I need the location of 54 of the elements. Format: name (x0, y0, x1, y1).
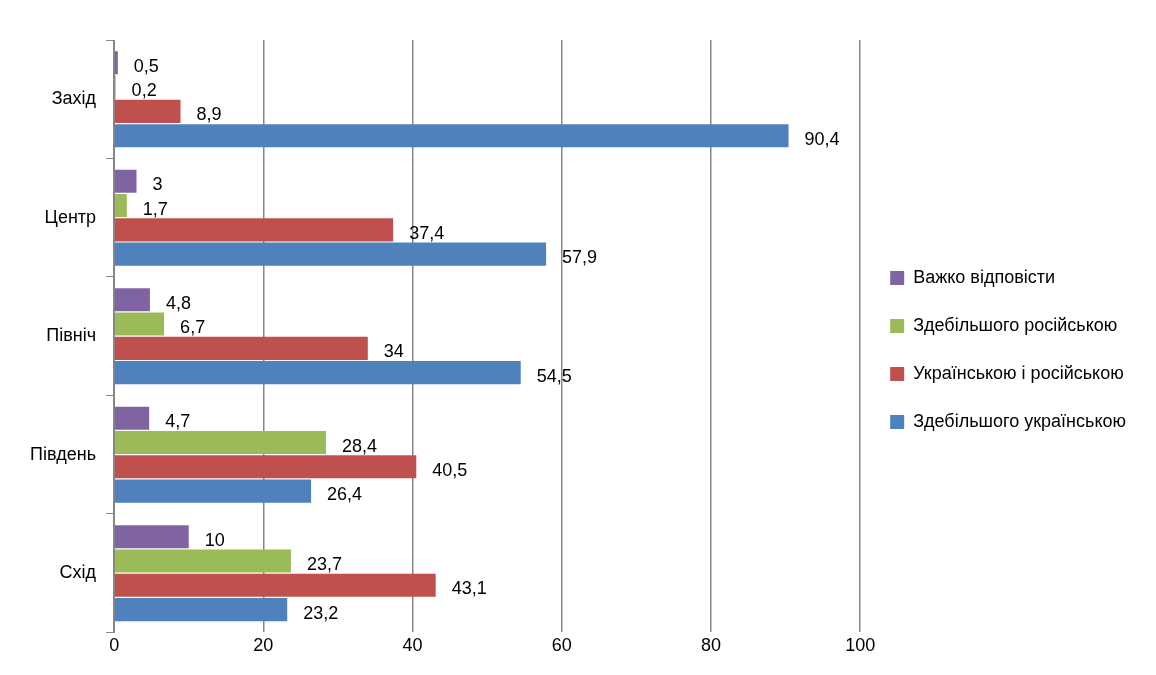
data-label: 3 (152, 174, 163, 195)
data-label: 28,4 (342, 435, 378, 456)
data-label: 8,9 (196, 104, 222, 125)
bar (114, 406, 150, 430)
x-tick-label: 100 (845, 635, 876, 656)
bar (114, 479, 312, 503)
legend-label: Українською і російською (913, 362, 1124, 383)
x-tick-label: 40 (402, 635, 423, 656)
bar (114, 99, 181, 123)
bar (114, 124, 789, 148)
data-label: 4,8 (165, 292, 191, 313)
data-label: 54,5 (536, 365, 572, 386)
data-label: 23,7 (306, 553, 342, 574)
bar (114, 242, 547, 266)
bar (114, 431, 327, 455)
data-label: 6,7 (180, 317, 206, 338)
bar (114, 288, 150, 312)
bar (114, 169, 137, 193)
x-tick-label: 60 (551, 635, 572, 656)
y-tick-label: Центр (44, 206, 97, 227)
data-label: 40,5 (432, 459, 468, 480)
data-label: 10 (204, 529, 225, 550)
data-label: 90,4 (804, 128, 840, 149)
data-label: 43,1 (451, 578, 487, 599)
bar (114, 361, 521, 385)
legend-label: Здебільшого українською (913, 410, 1126, 431)
data-label: 4,7 (165, 411, 191, 432)
data-label: 1,7 (142, 198, 168, 219)
data-label: 23,2 (303, 602, 339, 623)
x-tick-label: 0 (109, 635, 120, 656)
bar (114, 218, 394, 242)
y-tick-label: Північ (46, 325, 97, 346)
bar (114, 573, 436, 597)
y-tick-label: Схід (59, 562, 97, 583)
bar (114, 312, 165, 336)
bar (114, 598, 288, 622)
bar (114, 194, 127, 218)
bar (114, 525, 189, 549)
x-tick-label: 20 (253, 635, 274, 656)
legend-label: Здебільшого російською (913, 314, 1118, 335)
bar (114, 336, 368, 360)
data-label: 0,5 (133, 55, 159, 76)
x-tick-label: 80 (700, 635, 721, 656)
data-label: 57,9 (562, 247, 598, 268)
data-label: 34 (383, 341, 404, 362)
legend-label: Важко відповісти (913, 266, 1056, 287)
data-label: 0,2 (131, 80, 157, 101)
data-label: 37,4 (409, 222, 445, 243)
data-label: 26,4 (327, 484, 363, 505)
y-tick-label: Південь (29, 443, 97, 464)
bar (114, 455, 417, 479)
bar (114, 549, 291, 573)
bar (114, 51, 118, 75)
y-tick-label: Захід (51, 88, 97, 109)
